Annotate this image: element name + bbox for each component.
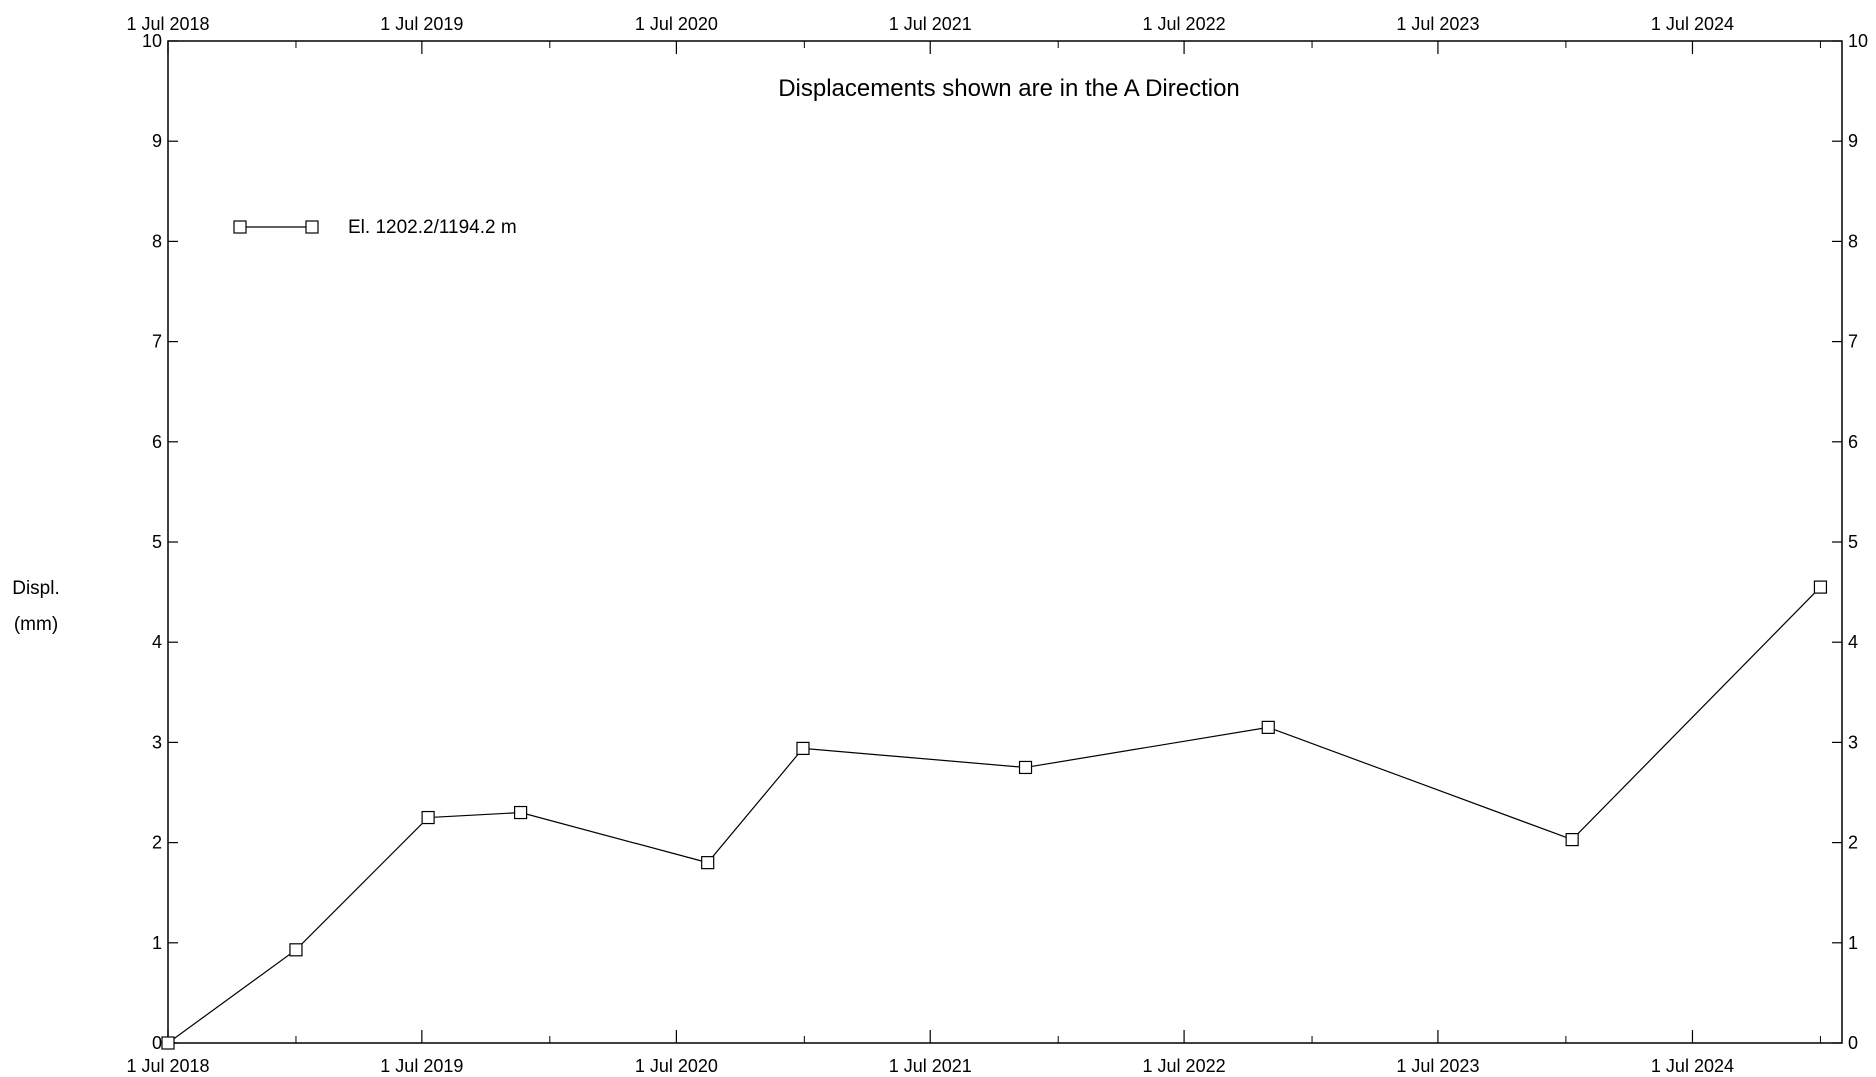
y-tick-label-left: 9 (152, 131, 162, 151)
y-tick-label-right: 6 (1848, 432, 1858, 452)
x-tick-label-bottom: 1 Jul 2024 (1651, 1056, 1734, 1076)
chart-title: Displacements shown are in the A Directi… (778, 75, 1240, 102)
y-tick-label-left: 1 (152, 933, 162, 953)
ticks-layer (167, 40, 1842, 1044)
y-tick-label-right: 9 (1848, 131, 1858, 151)
x-tick-label-top: 1 Jul 2023 (1396, 14, 1479, 34)
y-tick-label-right: 3 (1848, 732, 1858, 752)
x-tick-label-top: 1 Jul 2024 (1651, 14, 1734, 34)
y-axis-label-line2: (mm) (14, 614, 58, 635)
y-tick-label-left: 4 (152, 632, 162, 652)
legend-marker (305, 220, 319, 234)
data-point (1261, 720, 1275, 734)
y-tick-label-right: 4 (1848, 632, 1858, 652)
data-point (1813, 580, 1828, 594)
data-point (421, 810, 435, 825)
x-tick-label-top: 1 Jul 2020 (635, 14, 718, 34)
y-tick-label-right: 1 (1848, 933, 1858, 953)
x-tick-label-top: 1 Jul 2021 (889, 14, 972, 34)
x-tick-label-top: 1 Jul 2018 (126, 14, 209, 34)
data-point (514, 805, 528, 820)
x-tick-label-bottom: 1 Jul 2019 (380, 1056, 463, 1076)
data-point (161, 1036, 175, 1050)
legend-label: El. 1202.2/1194.2 m (348, 217, 517, 238)
x-tick-label-bottom: 1 Jul 2022 (1143, 1056, 1226, 1076)
y-tick-label-left: 6 (152, 432, 162, 452)
x-tick-label-top: 1 Jul 2022 (1143, 14, 1226, 34)
x-tick-label-bottom: 1 Jul 2023 (1396, 1056, 1479, 1076)
y-tick-label-left: 3 (152, 732, 162, 752)
y-tick-label-left: 7 (152, 332, 162, 352)
y-axis-label-line1: Displ. (12, 578, 60, 599)
y-tick-label-right: 7 (1848, 332, 1858, 352)
x-tick-label-bottom: 1 Jul 2021 (889, 1056, 972, 1076)
series-layer (161, 580, 1828, 1050)
y-tick-label-right: 10 (1848, 31, 1868, 51)
y-tick-label-left: 8 (152, 231, 162, 251)
y-tick-label-left: 5 (152, 532, 162, 552)
data-point (1565, 832, 1579, 847)
y-tick-label-right: 5 (1848, 532, 1858, 552)
x-tick-label-top: 1 Jul 2019 (380, 14, 463, 34)
y-tick-label-right: 0 (1848, 1033, 1858, 1053)
data-point (701, 856, 715, 870)
legend: El. 1202.2/1194.2 m (233, 217, 517, 238)
y-tick-label-right: 8 (1848, 231, 1858, 251)
series-line (167, 586, 1821, 1044)
x-tick-label-bottom: 1 Jul 2018 (126, 1056, 209, 1076)
data-point (796, 741, 810, 756)
y-tick-label-right: 2 (1848, 833, 1858, 853)
data-point (1018, 760, 1033, 775)
y-tick-label-left: 10 (142, 31, 162, 51)
data-point (289, 943, 303, 957)
legend-marker (233, 220, 247, 234)
y-tick-label-left: 0 (152, 1033, 162, 1053)
x-tick-label-bottom: 1 Jul 2020 (635, 1056, 718, 1076)
y-tick-label-left: 2 (152, 833, 162, 853)
